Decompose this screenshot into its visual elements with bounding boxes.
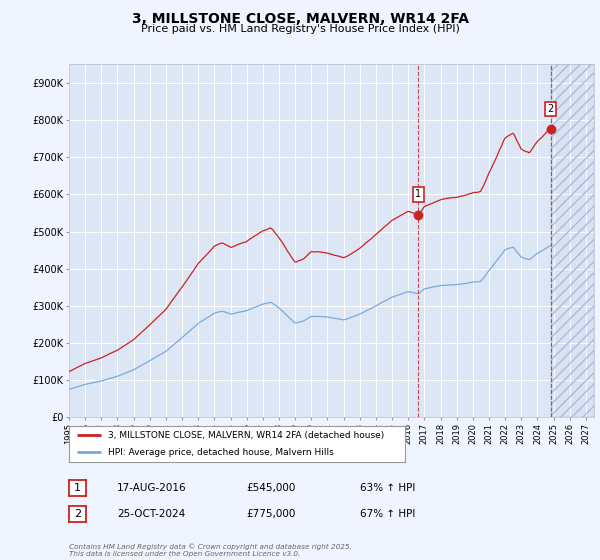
- Bar: [551, 64, 594, 417]
- Text: 2: 2: [74, 509, 81, 519]
- Text: HPI: Average price, detached house, Malvern Hills: HPI: Average price, detached house, Malv…: [107, 447, 334, 456]
- Text: 2: 2: [548, 104, 554, 114]
- Text: 1: 1: [415, 189, 421, 199]
- Text: 3, MILLSTONE CLOSE, MALVERN, WR14 2FA: 3, MILLSTONE CLOSE, MALVERN, WR14 2FA: [131, 12, 469, 26]
- Text: 1: 1: [74, 483, 81, 493]
- Text: 25-OCT-2024: 25-OCT-2024: [117, 509, 185, 519]
- Text: 17-AUG-2016: 17-AUG-2016: [117, 483, 187, 493]
- Text: £775,000: £775,000: [246, 509, 295, 519]
- Text: 3, MILLSTONE CLOSE, MALVERN, WR14 2FA (detached house): 3, MILLSTONE CLOSE, MALVERN, WR14 2FA (d…: [107, 431, 384, 440]
- Text: 63% ↑ HPI: 63% ↑ HPI: [360, 483, 415, 493]
- Bar: [551, 64, 594, 417]
- Text: Price paid vs. HM Land Registry's House Price Index (HPI): Price paid vs. HM Land Registry's House …: [140, 24, 460, 34]
- Text: £545,000: £545,000: [246, 483, 295, 493]
- Text: Contains HM Land Registry data © Crown copyright and database right 2025.
This d: Contains HM Land Registry data © Crown c…: [69, 543, 352, 557]
- Text: 67% ↑ HPI: 67% ↑ HPI: [360, 509, 415, 519]
